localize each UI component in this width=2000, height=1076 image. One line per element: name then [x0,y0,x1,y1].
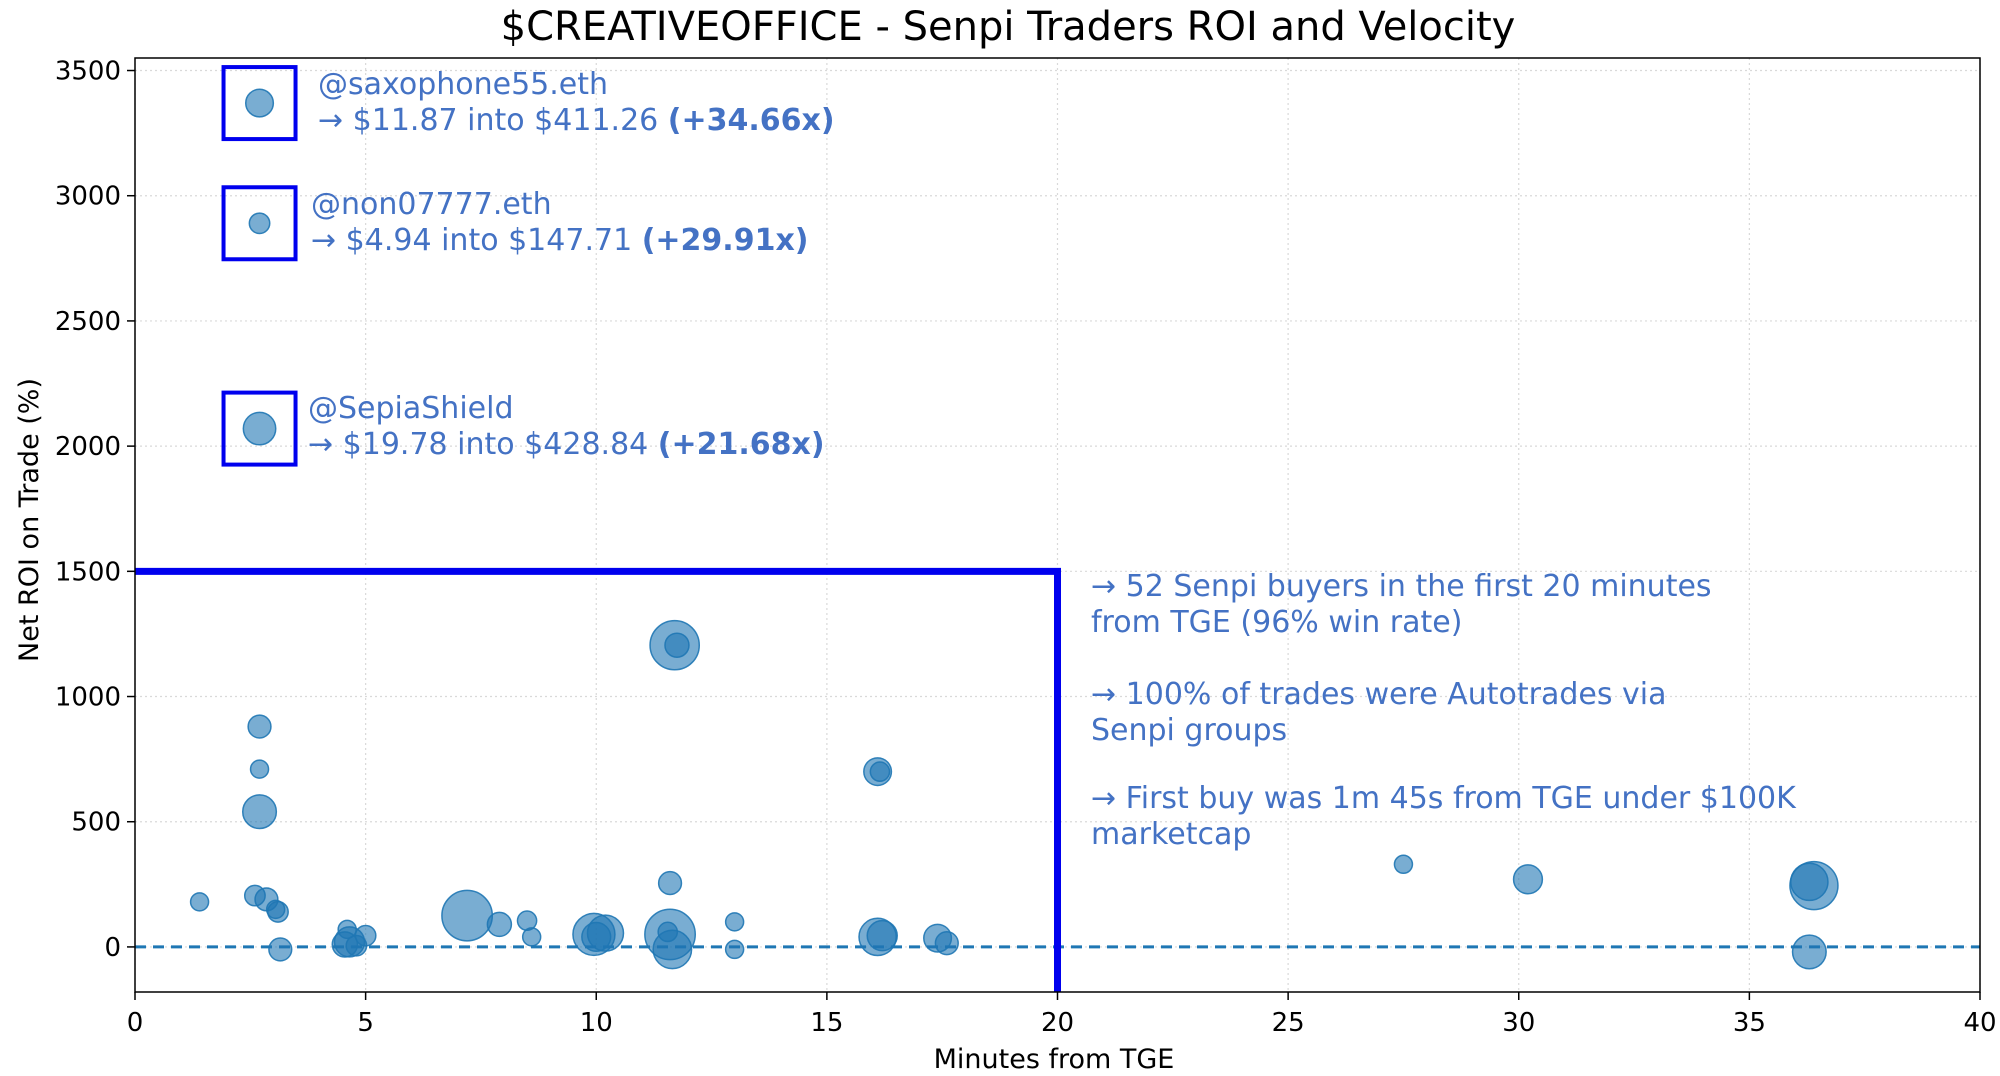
annotation-amount: → $11.87 into $411.26 [318,103,658,138]
data-point [664,632,690,658]
annotation-detail: → $11.87 into $411.26 (+34.66x) [318,103,835,138]
annotation-saxophone: @saxophone55.eth → $11.87 into $411.26 (… [318,67,835,138]
data-point [441,889,494,942]
y-tick-label: 2500 [55,307,121,337]
data-point [249,759,270,779]
highlight-box [221,185,298,262]
annotation-multiple: (+21.68x) [658,427,825,462]
annotation-non07777: @non07777.eth → $4.94 into $147.71 (+29.… [311,187,809,258]
data-point [724,912,745,932]
data-point [516,910,538,931]
data-point [241,794,278,830]
annotation-amount: → $19.78 into $428.84 [308,427,648,462]
x-tick-label: 20 [1041,1008,1074,1038]
annotation-handle: @non07777.eth [311,187,552,222]
annotation-detail: → $4.94 into $147.71 (+29.91x) [311,223,809,258]
x-axis-label: Minutes from TGE [934,1044,1175,1075]
y-tick-label: 500 [71,808,121,838]
y-tick-label: 1500 [55,557,121,587]
y-tick-label: 2000 [55,432,121,462]
data-point [724,939,745,960]
y-tick-label: 1000 [55,683,121,713]
data-point [934,931,959,956]
annotation-multiple: (+34.66x) [668,103,835,138]
chart-title: $CREATIVEOFFICE - Senpi Traders ROI and … [501,4,1516,50]
note-line: → 52 Senpi buyers in the first 20 minute… [1091,569,1712,604]
y-tick-label: 3000 [55,182,121,212]
annotation-sepiashield: @SepiaShield → $19.78 into $428.84 (+21.… [308,391,825,462]
note-line: → First buy was 1m 45s from TGE under $1… [1091,781,1797,816]
summary-notes: → 52 Senpi buyers in the first 20 minute… [1091,569,1797,852]
plot-frame [134,57,1981,993]
data-point [869,761,891,782]
data-point [486,911,513,938]
data-point [248,212,271,235]
annotation-detail: → $19.78 into $428.84 (+21.68x) [308,427,825,462]
data-point [657,921,679,943]
x-tick-label: 10 [580,1008,613,1038]
data-point [1512,864,1544,895]
annotation-handle: @saxophone55.eth [318,67,608,102]
note-line: Senpi groups [1091,713,1287,748]
highlight-box [221,65,298,142]
x-tick-label: 5 [357,1008,374,1038]
y-tick-labels: 0 500 1000 1500 2000 2500 3000 3500 [55,57,121,963]
data-point [1393,854,1414,875]
highlight-box [221,390,298,467]
data-point [581,921,612,953]
data-point [189,892,210,912]
scatter-points [189,88,1839,970]
annotation-amount: → $4.94 into $147.71 [311,223,632,258]
x-tick-label: 40 [1963,1008,1996,1038]
annotation-multiple: (+29.91x) [642,223,809,258]
x-tick-label: 25 [1272,1008,1305,1038]
note-line: → 100% of trades were Autotrades via [1091,677,1667,712]
x-tick-label: 30 [1502,1008,1535,1038]
x-tick-label: 15 [810,1008,843,1038]
data-point [1789,862,1829,902]
y-tick-label: 3500 [55,57,121,87]
data-point [866,919,898,952]
region-bracket [135,567,1061,992]
highlight-boxes [221,65,298,467]
data-point [354,924,377,947]
y-axis-label: Net ROI on Trade (%) [14,378,45,662]
annotation-handle: @SepiaShield [308,391,514,426]
data-point [1791,934,1827,970]
x-tick-labels: 0 5 10 15 20 25 30 35 40 [127,1008,1997,1038]
x-tick-label: 35 [1733,1008,1766,1038]
y-tick-label: 0 [104,933,121,963]
data-point [242,411,277,446]
data-point [657,870,683,896]
data-point [244,88,275,118]
note-line: marketcap [1091,817,1251,852]
data-point [247,714,272,739]
data-point [265,899,286,920]
first-20-min-bracket [135,567,1061,992]
x-tick-label: 0 [127,1008,144,1038]
axes-layer [127,57,1981,1000]
data-point [268,937,293,962]
note-line: from TGE (96% win rate) [1091,605,1462,640]
data-point [521,927,542,947]
